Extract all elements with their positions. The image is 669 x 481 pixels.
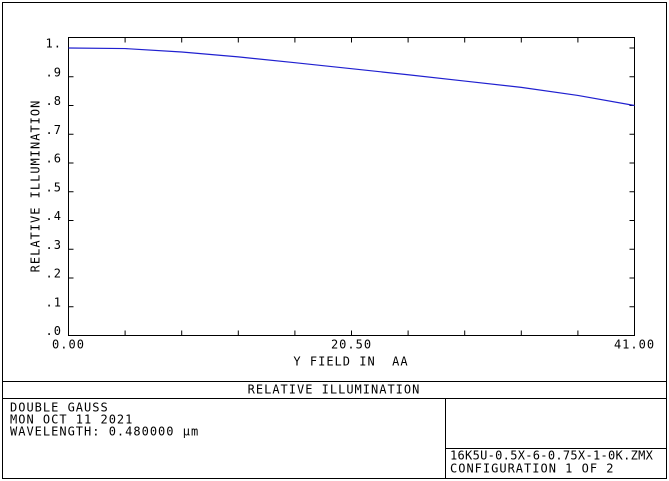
x-axis-label: Y FIELD IN AA [293, 355, 408, 369]
configuration: CONFIGURATION 1 OF 2 [450, 462, 615, 476]
y-tick-label: .2 [46, 267, 62, 281]
x-tick-label: 20.50 [331, 338, 372, 352]
y-tick-label: .8 [46, 94, 62, 108]
x-tick-label: 0.00 [52, 338, 85, 352]
y-tick-label: .5 [46, 180, 62, 194]
y-tick-label: .7 [46, 123, 62, 137]
y-tick-label: .6 [46, 152, 62, 166]
y-tick-label: .9 [46, 65, 62, 79]
footer-title: RELATIVE ILLUMINATION [248, 383, 421, 397]
data-line [68, 47, 635, 107]
file-name: 16K5U-0.5X-6-0.75X-1-0K.ZMX [450, 449, 654, 463]
y-axis-label: RELATIVE ILLUMINATION [29, 100, 43, 273]
plot-frame [68, 37, 635, 336]
footer-line: DOUBLE GAUSS [10, 401, 109, 415]
y-tick-label: .3 [46, 238, 62, 252]
y-tick-label: .4 [46, 209, 62, 223]
y-tick-label: .1 [46, 295, 62, 309]
footer-line: MON OCT 11 2021 [10, 413, 133, 427]
x-tick-label: 41.00 [614, 338, 655, 352]
y-tick-label: 1. [46, 37, 62, 51]
footer-line: WAVELENGTH: 0.480000 µm [10, 425, 199, 439]
y-tick-label: .0 [46, 324, 62, 338]
